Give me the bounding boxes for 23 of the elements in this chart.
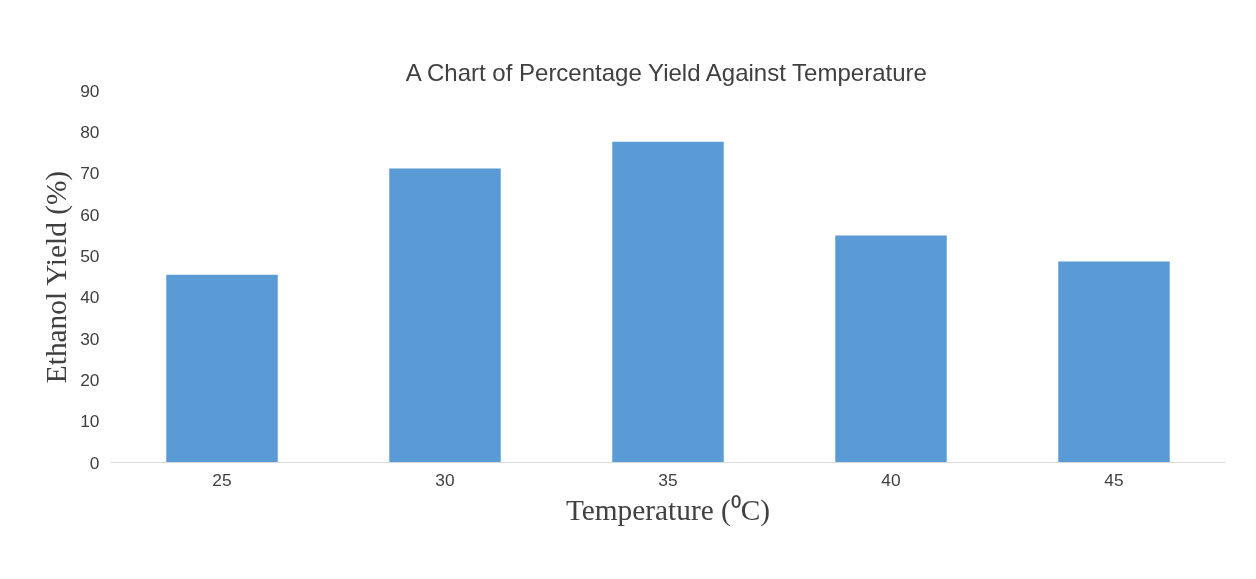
bar: [389, 168, 501, 463]
x-tick-label: 35: [658, 469, 678, 490]
y-axis-title: Ethanol Yield (%): [40, 170, 74, 384]
x-tick-label: 25: [212, 469, 232, 490]
y-tick-label: 80: [80, 121, 100, 142]
y-tick-label: 0: [89, 452, 100, 473]
y-tick-label: 20: [80, 369, 100, 390]
y-tick-label: 10: [80, 411, 100, 432]
y-tick-label: 30: [80, 328, 100, 349]
bar: [612, 141, 724, 463]
y-tick-label: 90: [80, 80, 100, 101]
y-tick-label: 50: [80, 245, 100, 266]
chart-title: A Chart of Percentage Yield Against Temperature: [405, 58, 927, 86]
x-tick-label: 30: [435, 469, 455, 490]
y-tick-label: 40: [80, 287, 100, 308]
x-axis-title: Temperature (⁰C): [565, 493, 771, 527]
y-tick-label: 70: [80, 163, 100, 184]
x-tick-label: 45: [1104, 469, 1124, 490]
bar: [1058, 261, 1170, 463]
y-tick-label: 60: [80, 204, 100, 225]
x-tick-label: 40: [881, 469, 901, 490]
bar: [166, 274, 278, 463]
bar: [835, 235, 947, 463]
